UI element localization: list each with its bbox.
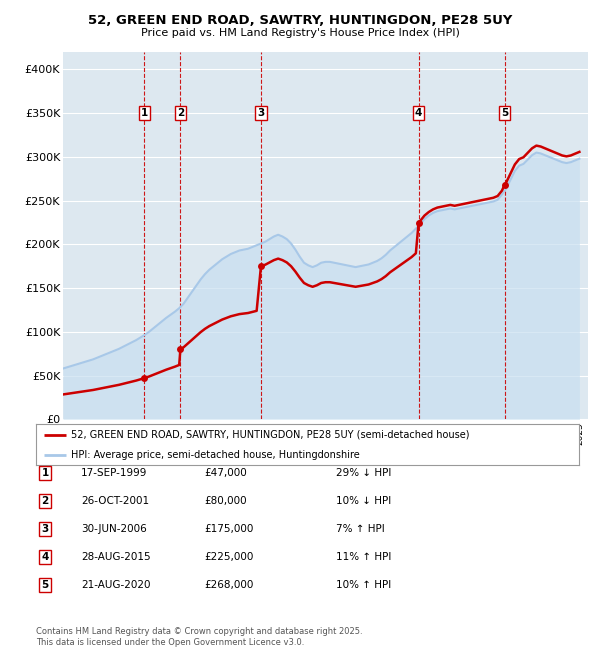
Text: Price paid vs. HM Land Registry's House Price Index (HPI): Price paid vs. HM Land Registry's House …: [140, 28, 460, 38]
Text: 1: 1: [41, 468, 49, 478]
Text: 17-SEP-1999: 17-SEP-1999: [81, 468, 148, 478]
Text: 5: 5: [41, 580, 49, 590]
Text: 4: 4: [415, 108, 422, 118]
Text: 28-AUG-2015: 28-AUG-2015: [81, 552, 151, 562]
Text: 4: 4: [41, 552, 49, 562]
Text: £175,000: £175,000: [204, 524, 253, 534]
Text: 7% ↑ HPI: 7% ↑ HPI: [336, 524, 385, 534]
Text: 2: 2: [41, 496, 49, 506]
Text: 5: 5: [501, 108, 508, 118]
Text: £225,000: £225,000: [204, 552, 253, 562]
Text: £47,000: £47,000: [204, 468, 247, 478]
Text: HPI: Average price, semi-detached house, Huntingdonshire: HPI: Average price, semi-detached house,…: [71, 450, 360, 460]
Text: 10% ↑ HPI: 10% ↑ HPI: [336, 580, 391, 590]
Text: £80,000: £80,000: [204, 496, 247, 506]
Text: 1: 1: [140, 108, 148, 118]
Text: 2: 2: [177, 108, 184, 118]
Text: 30-JUN-2006: 30-JUN-2006: [81, 524, 147, 534]
Text: 11% ↑ HPI: 11% ↑ HPI: [336, 552, 391, 562]
Text: 3: 3: [41, 524, 49, 534]
Text: £268,000: £268,000: [204, 580, 253, 590]
Text: 21-AUG-2020: 21-AUG-2020: [81, 580, 151, 590]
Text: 3: 3: [257, 108, 265, 118]
Text: 26-OCT-2001: 26-OCT-2001: [81, 496, 149, 506]
Text: 52, GREEN END ROAD, SAWTRY, HUNTINGDON, PE28 5UY: 52, GREEN END ROAD, SAWTRY, HUNTINGDON, …: [88, 14, 512, 27]
Text: Contains HM Land Registry data © Crown copyright and database right 2025.
This d: Contains HM Land Registry data © Crown c…: [36, 627, 362, 647]
Text: 29% ↓ HPI: 29% ↓ HPI: [336, 468, 391, 478]
Text: 10% ↓ HPI: 10% ↓ HPI: [336, 496, 391, 506]
Text: 52, GREEN END ROAD, SAWTRY, HUNTINGDON, PE28 5UY (semi-detached house): 52, GREEN END ROAD, SAWTRY, HUNTINGDON, …: [71, 430, 470, 439]
